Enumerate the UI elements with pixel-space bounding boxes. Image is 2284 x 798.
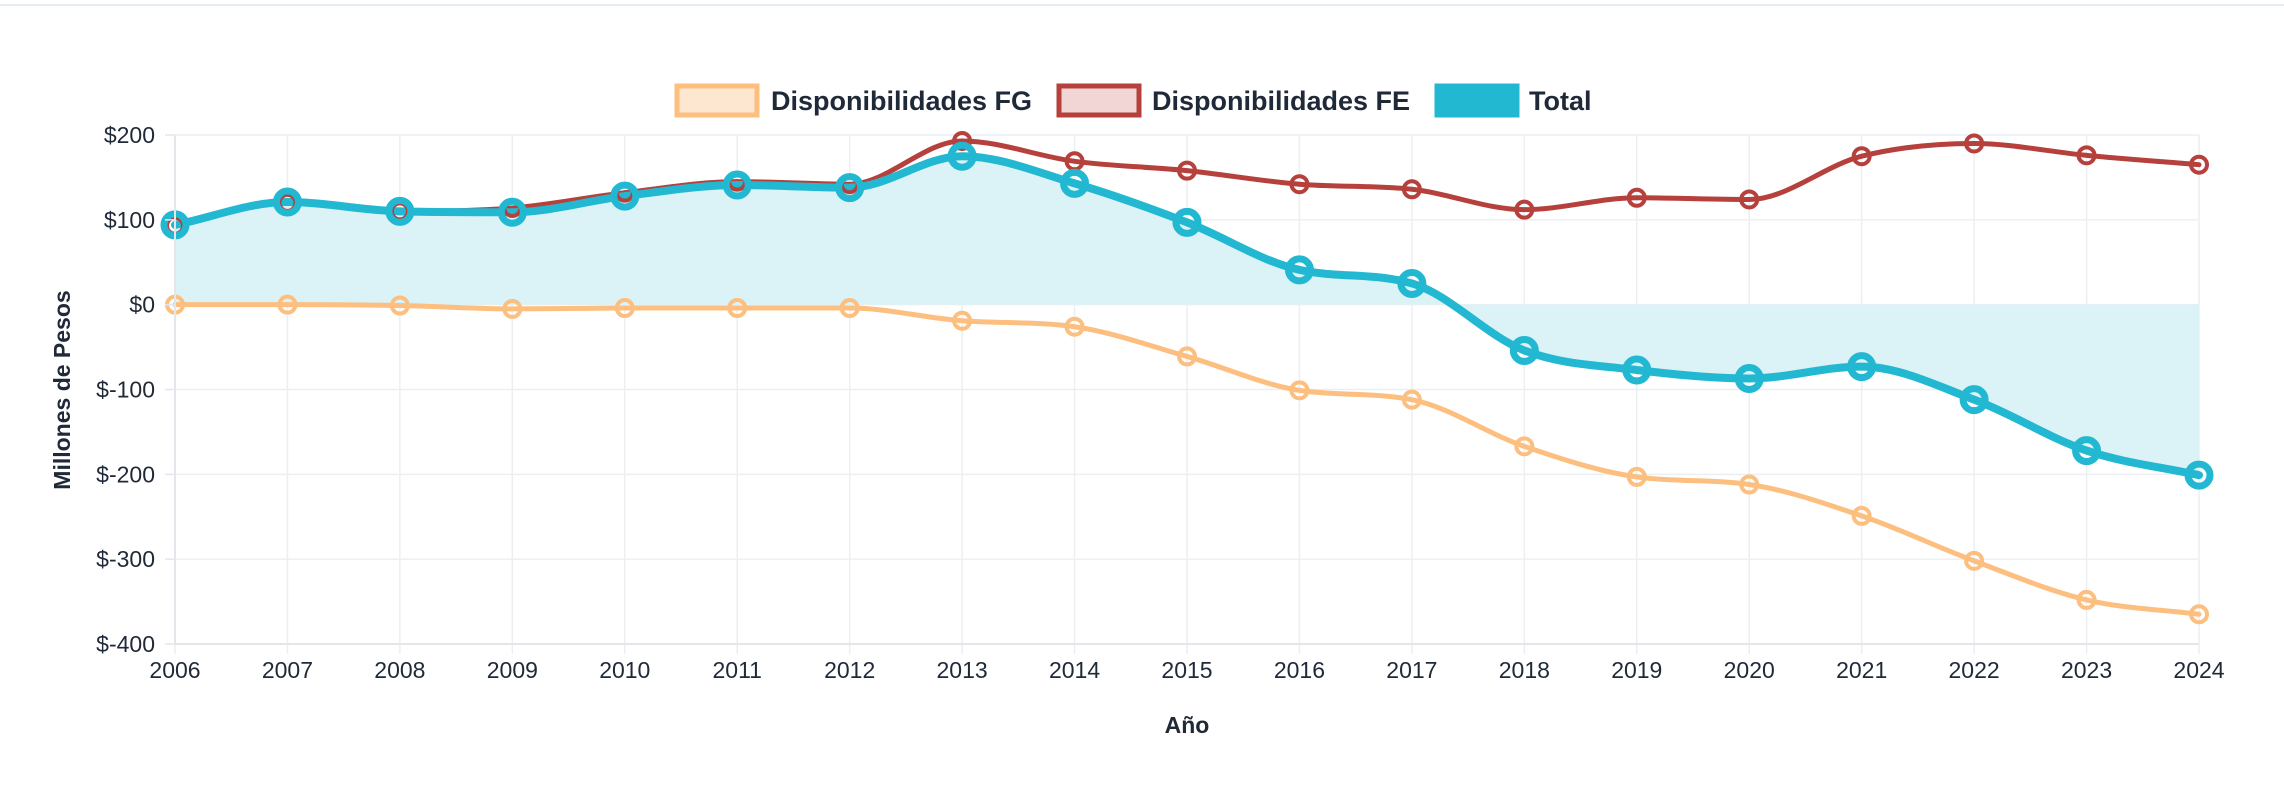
x-tick-label: 2015 [1161,657,1212,683]
data-point[interactable] [1964,133,1985,154]
data-point[interactable] [2076,145,2097,166]
data-point[interactable] [1401,179,1422,200]
data-point[interactable] [2189,154,2209,175]
data-point[interactable] [2184,460,2214,490]
data-point[interactable] [385,196,415,226]
data-point[interactable] [1626,187,1647,208]
data-point[interactable] [1734,363,1764,393]
x-tick-label: 2020 [1724,657,1775,683]
data-point[interactable] [1964,550,1985,571]
data-point[interactable] [614,298,635,319]
data-points [160,130,2214,625]
legend-label-total: Total [1529,86,1592,116]
x-tick-label: 2024 [2173,657,2224,683]
x-tick-label: 2012 [824,657,875,683]
series-line-2 [171,152,2203,480]
data-point[interactable] [277,294,298,315]
data-point[interactable] [1397,268,1427,298]
data-point[interactable] [1177,160,1197,181]
data-point[interactable] [839,298,860,319]
data-point[interactable] [1847,352,1877,382]
series-line-0 [172,302,2202,617]
x-axis-title: Año [1165,712,1210,738]
data-point[interactable] [1284,255,1314,285]
legend: Disponibilidades FG Disponibilidades FE … [674,83,1592,118]
data-point[interactable] [952,310,973,331]
x-tick-label: 2010 [599,657,650,683]
data-point[interactable] [722,170,752,200]
data-point[interactable] [1289,380,1310,401]
x-tick-label: 2009 [487,657,538,683]
data-point[interactable] [1851,146,1872,167]
y-tick-label: $-300 [96,546,155,572]
x-tick-label: 2018 [1499,657,1550,683]
data-point[interactable] [1739,189,1760,210]
data-point[interactable] [727,298,748,319]
data-point[interactable] [1739,474,1760,495]
data-point[interactable] [1172,207,1202,237]
y-tick-label: $-100 [96,377,155,403]
legend-label-fg: Disponibilidades FG [771,86,1032,116]
data-point[interactable] [835,173,865,203]
area-fill-2 [175,156,2199,476]
data-point[interactable] [1177,346,1197,367]
x-tick-label: 2011 [712,657,761,683]
data-point[interactable] [1509,335,1539,365]
legend-item-fe[interactable]: Disponibilidades FE [1056,83,1410,118]
y-axis-title: Millones de Pesos [49,290,75,489]
data-point[interactable] [272,187,302,217]
data-point[interactable] [1622,355,1652,385]
y-tick-label: $200 [104,122,155,148]
data-point[interactable] [947,141,977,171]
data-point[interactable] [1289,174,1310,195]
x-tick-label: 2017 [1386,657,1437,683]
data-point[interactable] [389,295,410,316]
series-lines [171,138,2203,617]
legend-swatch-total [1434,83,1520,118]
legend-item-total[interactable]: Total [1434,83,1592,118]
data-point[interactable] [2189,604,2209,625]
x-tick-label: 2019 [1611,657,1662,683]
x-tick-label: 2006 [149,657,200,683]
data-point[interactable] [1401,389,1422,410]
y-tick-label: $100 [104,207,155,233]
data-point[interactable] [1514,199,1535,220]
legend-label-fe: Disponibilidades FE [1152,86,1410,116]
area-fill-layer [175,156,2199,476]
x-tick-label: 2016 [1274,657,1325,683]
y-tick-label: $-200 [96,461,155,487]
legend-swatch-fe [1056,83,1142,118]
data-point[interactable] [502,298,523,319]
x-tick-label: 2022 [1949,657,2000,683]
top-divider [0,0,2284,6]
y-tick-label: $-400 [96,631,155,657]
legend-swatch-fg [674,83,760,118]
x-tick-label: 2013 [937,657,988,683]
data-point[interactable] [610,181,640,211]
y-tick-label: $0 [129,292,155,318]
data-point[interactable] [1626,466,1647,487]
data-point[interactable] [952,130,973,151]
data-point[interactable] [2076,589,2097,610]
data-point[interactable] [1064,316,1085,337]
x-tick-label: 2008 [374,657,425,683]
series-line-1 [172,138,2202,229]
data-point[interactable] [1851,505,1872,526]
data-point[interactable] [1959,385,1989,415]
data-point[interactable] [1514,436,1535,457]
data-point[interactable] [1060,168,1090,198]
legend-item-fg[interactable]: Disponibilidades FG [674,83,1032,118]
data-point[interactable] [497,197,527,227]
x-tick-label: 2023 [2061,657,2112,683]
data-point[interactable] [2072,436,2102,466]
x-tick-label: 2007 [262,657,313,683]
x-tick-label: 2014 [1049,657,1100,683]
x-tick-label: 2021 [1836,657,1887,683]
